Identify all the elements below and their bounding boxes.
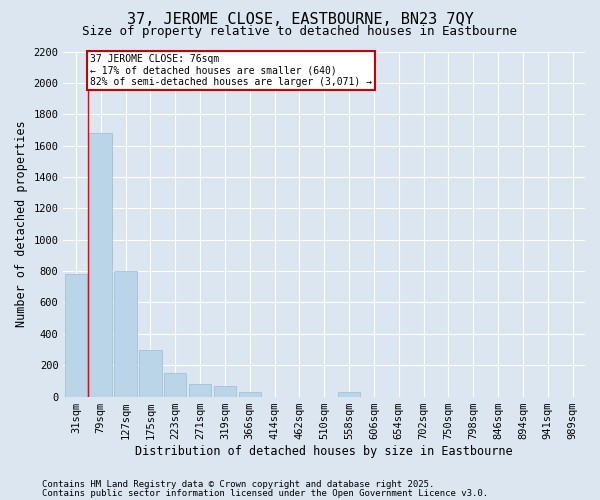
Text: 37 JEROME CLOSE: 76sqm
← 17% of detached houses are smaller (640)
82% of semi-de: 37 JEROME CLOSE: 76sqm ← 17% of detached… bbox=[90, 54, 372, 87]
Text: Contains HM Land Registry data © Crown copyright and database right 2025.: Contains HM Land Registry data © Crown c… bbox=[42, 480, 434, 489]
Bar bbox=[115, 271, 137, 396]
Text: Contains public sector information licensed under the Open Government Licence v3: Contains public sector information licen… bbox=[42, 488, 488, 498]
Bar bbox=[164, 373, 187, 396]
Text: Size of property relative to detached houses in Eastbourne: Size of property relative to detached ho… bbox=[83, 25, 517, 38]
Y-axis label: Number of detached properties: Number of detached properties bbox=[15, 120, 28, 328]
Text: 37, JEROME CLOSE, EASTBOURNE, BN23 7QY: 37, JEROME CLOSE, EASTBOURNE, BN23 7QY bbox=[127, 12, 473, 28]
Bar bbox=[338, 392, 360, 396]
Bar bbox=[189, 384, 211, 396]
Bar bbox=[214, 386, 236, 396]
Bar bbox=[239, 392, 261, 396]
X-axis label: Distribution of detached houses by size in Eastbourne: Distribution of detached houses by size … bbox=[136, 444, 513, 458]
Bar bbox=[65, 274, 87, 396]
Bar bbox=[139, 350, 161, 397]
Bar bbox=[89, 133, 112, 396]
